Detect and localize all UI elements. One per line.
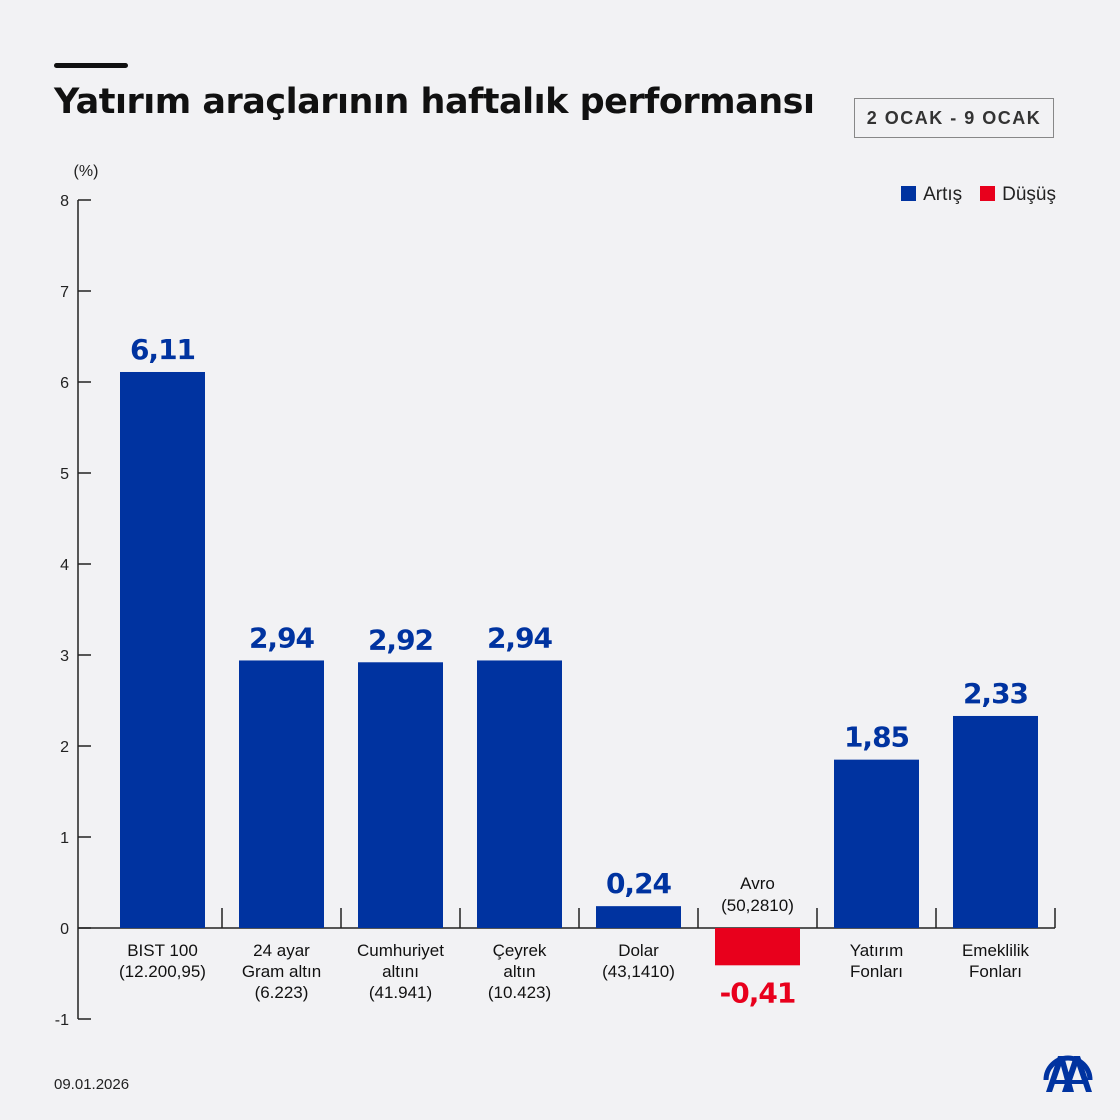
bar-5 [715,928,800,966]
data-label: 2,94 [487,621,553,654]
y-tick-label: 5 [60,466,69,483]
y-tick-label: 1 [60,830,69,847]
legend-swatch [901,186,917,201]
category-label: altın [503,962,535,981]
category-label: Yatırım [850,941,904,960]
y-axis-unit-label: (%) [74,163,99,180]
category-label: (43,1410) [602,962,675,981]
data-label: 6,11 [130,333,195,366]
bar-1 [239,660,324,928]
bar-3 [477,660,562,928]
category-label: Çeyrek [493,941,547,960]
legend-label: Artış [923,184,963,205]
category-label: Dolar [618,941,659,960]
category-label: (41.941) [369,983,432,1002]
y-tick-label: 6 [60,375,69,392]
data-label: 0,24 [606,867,672,900]
legend-item-increase: Artış [901,184,962,206]
category-label: (6.223) [255,983,309,1002]
category-label: Gram altın [242,962,321,981]
bar-7 [953,715,1038,928]
category-label: Cumhuriyet [357,941,444,960]
data-label: 2,94 [249,621,315,654]
data-label: -0,41 [720,976,796,1009]
category-label: (50,2810) [721,896,794,915]
data-label: 2,33 [963,677,1028,710]
category-label: Fonları [850,962,903,981]
y-tick-label: 0 [60,921,69,938]
bar-2 [358,662,443,928]
y-tick-label: 2 [60,739,69,756]
footer-date: 09.01.2026 [54,1076,130,1093]
bar-4 [596,906,681,928]
legend-item-decrease: Düşüş [980,184,1056,206]
bar-0 [120,371,205,928]
y-tick-label: -1 [55,1012,69,1029]
bar-6 [834,759,919,928]
data-label: 2,92 [368,623,433,656]
y-tick-label: 8 [60,193,69,210]
y-tick-label: 7 [60,284,69,301]
category-label: (12.200,95) [119,962,206,981]
category-label: Fonları [969,962,1022,981]
chart-title: Yatırım araçlarının haftalık performansı [54,82,815,122]
category-label: (10.423) [488,983,551,1002]
category-label: Avro [740,874,775,893]
y-tick-label: 3 [60,648,69,665]
category-label: BIST 100 [127,941,198,960]
legend: Artış Düşüş [901,184,1056,206]
legend-label: Düşüş [1002,184,1056,205]
y-tick-label: 4 [60,557,69,574]
date-range-badge: 2 OCAK - 9 OCAK [854,98,1054,138]
data-label: 1,85 [844,721,909,754]
category-label: altını [382,962,419,981]
title-accent-bar [54,63,128,68]
category-label: Emeklilik [962,941,1030,960]
category-label: 24 ayar [253,941,310,960]
legend-swatch [980,186,996,201]
aa-logo [1043,1055,1093,1092]
